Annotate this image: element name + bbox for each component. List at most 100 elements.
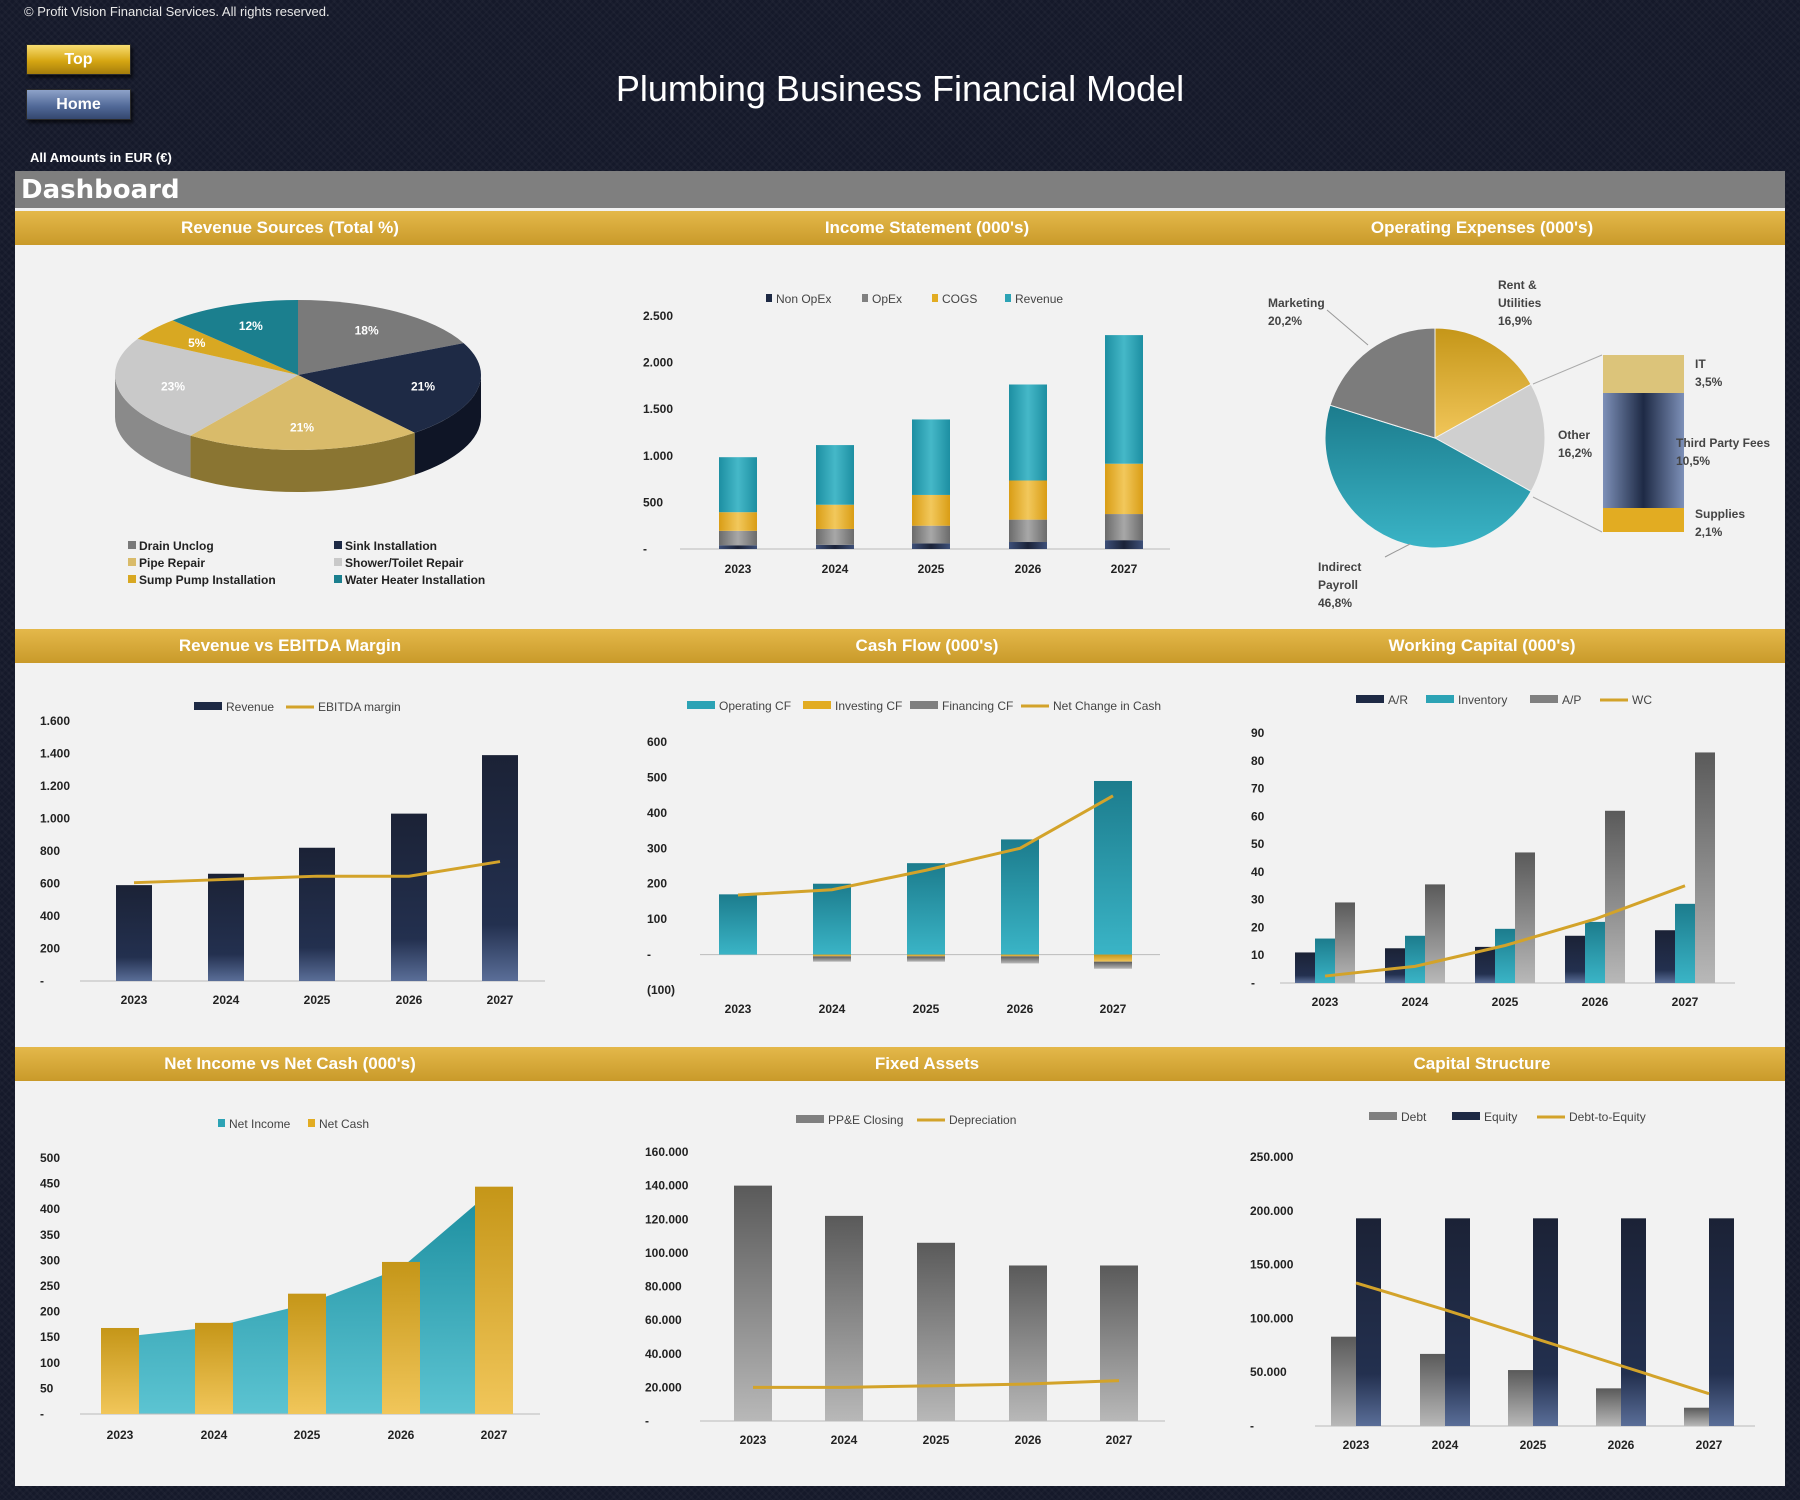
- fixed-assets-ytick: 60.000: [645, 1313, 682, 1327]
- revenue-ebitda-bar-revenue: [482, 755, 518, 981]
- net-income-cash-ytick: 100: [40, 1356, 60, 1370]
- net-income-cash-ytick: -: [40, 1407, 44, 1421]
- opex-data-label: Other: [1558, 428, 1590, 442]
- income-statement-bar-revenue: [719, 457, 757, 513]
- capital-structure-xtick: 2027: [1696, 1438, 1723, 1452]
- revenue-ebitda-xtick: 2027: [487, 993, 514, 1007]
- revenue-sources-legend-label: Pipe Repair: [139, 556, 205, 570]
- fixed-assets-bar-ppe-closing: [734, 1185, 772, 1421]
- net-income-cash-ytick: 50: [40, 1381, 54, 1395]
- income-statement-bar-opex: [816, 528, 854, 545]
- capital-structure-bar-debt: [1331, 1336, 1356, 1426]
- working-capital-bar-inventory: [1405, 935, 1425, 983]
- capital-structure-xtick: 2026: [1608, 1438, 1635, 1452]
- cash-flow-bar-financing-cf: [813, 956, 851, 962]
- cash-flow-xtick: 2025: [913, 1002, 940, 1016]
- opex-slice-indirect-payroll: [1324, 404, 1532, 549]
- working-capital-bar-inventory: [1585, 921, 1605, 983]
- net-income-cash-xtick: 2026: [388, 1428, 415, 1442]
- income-statement-legend-swatch: [862, 294, 868, 302]
- pie-side-wall: [414, 375, 482, 475]
- working-capital-legend-label: A/P: [1562, 693, 1581, 707]
- opex-data-label: Rent &: [1498, 278, 1537, 292]
- opex-data-label: 46,8%: [1318, 596, 1352, 610]
- capital-structure-ytick: 150.000: [1250, 1258, 1294, 1272]
- pie-slice-water-heater-installation: [172, 300, 298, 375]
- cash-flow-bar-operating-cf: [1094, 780, 1132, 955]
- income-statement-ytick: 1.500: [643, 402, 673, 416]
- capital-structure-title: Capital Structure: [1413, 1054, 1551, 1073]
- opex-other-bar-third-party-fees: [1603, 393, 1684, 508]
- working-capital-bar-a-p: [1695, 752, 1715, 983]
- capital-structure-legend-swatch: [1452, 1112, 1480, 1120]
- capital-structure-bar-equity: [1709, 1218, 1734, 1426]
- working-capital-bar-a-p: [1515, 852, 1535, 983]
- revenue-sources-legend-label: Drain Unclog: [139, 539, 214, 553]
- income-statement-bar-cogs: [816, 504, 854, 529]
- cash-flow-title: Cash Flow (000's): [855, 636, 999, 655]
- working-capital-ytick: 70: [1251, 782, 1265, 796]
- pie-slice-drain-unclog: [298, 300, 464, 375]
- working-capital-title: Working Capital (000's): [1388, 636, 1576, 655]
- income-statement-title: Income Statement (000's): [824, 218, 1030, 237]
- cash-flow-bar-investing-cf: [907, 954, 945, 957]
- opex-data-label: 20,2%: [1268, 314, 1302, 328]
- net-income-cash-legend-label: Net Cash: [319, 1117, 369, 1131]
- net-income-cash-title: Net Income vs Net Cash (000's): [164, 1054, 416, 1073]
- cash-flow-ytick: 200: [647, 877, 667, 891]
- working-capital-bar-a-p: [1605, 810, 1625, 983]
- revenue-ebitda-title: Revenue vs EBITDA Margin: [178, 636, 402, 655]
- revenue-ebitda-legend-label: Revenue: [226, 700, 274, 714]
- opex-slice-rent-utilities: [1434, 327, 1532, 439]
- top-button[interactable]: Top: [26, 44, 131, 75]
- revenue-ebitda-ytick: 1.000: [40, 812, 70, 826]
- cash-flow-ytick: 300: [647, 841, 667, 855]
- income-statement-legend-label: Revenue: [1015, 292, 1063, 306]
- revenue-ebitda-ytick: 1.400: [40, 747, 70, 761]
- revenue-sources-title: Revenue Sources (Total %): [181, 218, 399, 237]
- income-statement-xtick: 2026: [1015, 562, 1042, 576]
- fixed-assets-bar-ppe-closing: [1100, 1265, 1138, 1421]
- pie-slice-sink-installation: [298, 343, 481, 433]
- cash-flow-bar-investing-cf: [813, 954, 851, 957]
- net-income-cash-ytick: 500: [40, 1151, 60, 1165]
- fixed-assets-xtick: 2025: [923, 1433, 950, 1447]
- revenue-ebitda-ytick: 200: [40, 942, 60, 956]
- revenue-ebitda-xtick: 2023: [121, 993, 148, 1007]
- revenue-sources-legend-label: Sink Installation: [345, 539, 437, 553]
- cash-flow-xtick: 2026: [1007, 1002, 1034, 1016]
- income-statement-bar-revenue: [912, 419, 950, 495]
- income-statement-bar-opex: [912, 525, 950, 544]
- working-capital-ytick: 10: [1251, 948, 1265, 962]
- home-button[interactable]: Home: [26, 89, 131, 120]
- opex-data-label: Payroll: [1318, 578, 1358, 592]
- cash-flow-legend-swatch: [687, 701, 715, 709]
- working-capital-bar-a-p: [1335, 902, 1355, 983]
- income-statement-legend-swatch: [766, 294, 772, 302]
- working-capital-bar-a-r: [1565, 935, 1585, 983]
- working-capital-ytick: 90: [1251, 726, 1265, 740]
- capital-structure-bar-debt: [1420, 1353, 1445, 1426]
- revenue-sources-legend-label: Sump Pump Installation: [139, 573, 276, 587]
- fixed-assets-legend-label: PP&E Closing: [828, 1113, 903, 1127]
- revenue-ebitda-legend-label: EBITDA margin: [318, 700, 401, 714]
- net-income-cash-bar-net-cash: [475, 1186, 513, 1414]
- capital-structure-ytick: 100.000: [1250, 1311, 1294, 1325]
- capital-structure-legend-label: Debt-to-Equity: [1569, 1110, 1646, 1124]
- capital-structure-ytick: -: [1250, 1419, 1254, 1433]
- income-statement-ytick: -: [643, 542, 647, 556]
- income-statement-bar-non-opex: [912, 543, 950, 549]
- net-income-cash-bar-net-cash: [382, 1261, 420, 1414]
- opex-connector: [1532, 496, 1603, 533]
- revenue-ebitda-xtick: 2026: [396, 993, 423, 1007]
- net-income-cash-xtick: 2023: [107, 1428, 134, 1442]
- cash-flow-bar-operating-cf: [1001, 839, 1039, 955]
- capital-structure-ytick: 250.000: [1250, 1150, 1294, 1164]
- income-statement-bar-opex: [719, 530, 757, 546]
- working-capital-ytick: 80: [1251, 754, 1265, 768]
- cash-flow-xtick: 2023: [725, 1002, 752, 1016]
- capital-structure-bar-debt: [1684, 1407, 1709, 1426]
- fixed-assets-bar-ppe-closing: [825, 1215, 863, 1421]
- revenue-ebitda-ytick: 400: [40, 909, 60, 923]
